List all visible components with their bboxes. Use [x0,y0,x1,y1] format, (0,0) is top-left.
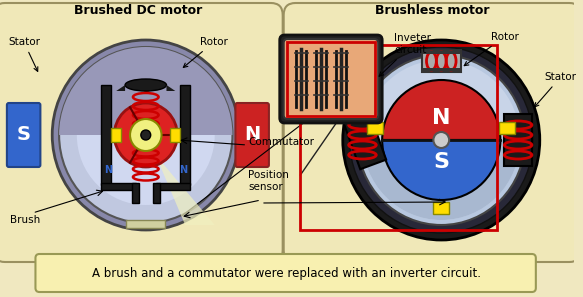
Text: Position
sensor: Position sensor [248,170,289,192]
Wedge shape [382,80,500,140]
FancyBboxPatch shape [280,35,382,123]
FancyBboxPatch shape [236,103,269,167]
Bar [422,51,461,54]
Circle shape [52,40,240,230]
Polygon shape [116,85,125,91]
Circle shape [77,65,215,205]
Text: N: N [179,165,187,175]
Text: N: N [244,126,260,145]
Circle shape [130,119,161,151]
Circle shape [350,47,533,233]
FancyBboxPatch shape [284,39,378,119]
Bar [180,85,190,185]
Text: Commutator: Commutator [248,137,314,147]
Polygon shape [167,85,175,91]
Bar [300,45,497,230]
Wedge shape [382,140,500,200]
Text: S: S [433,152,449,172]
Bar [156,183,190,190]
Circle shape [433,132,449,148]
Ellipse shape [125,79,167,91]
Bar [343,111,386,169]
Text: Brushless motor: Brushless motor [375,4,490,17]
Bar [126,220,166,228]
Bar [153,183,160,203]
Bar [422,68,461,71]
FancyBboxPatch shape [36,254,536,292]
Bar [433,202,449,214]
Text: N: N [104,165,113,175]
Bar [101,85,111,185]
Circle shape [141,130,150,140]
Bar [422,50,461,72]
FancyBboxPatch shape [0,3,283,262]
Text: Rotor: Rotor [183,37,228,67]
Bar [101,183,136,190]
Wedge shape [363,140,520,220]
Bar [111,128,121,142]
Text: Brushed DC motor: Brushed DC motor [74,4,202,17]
Bar [500,122,515,134]
Bar [504,114,532,166]
Text: A brush and a commutator were replaced with an inverter circuit.: A brush and a commutator were replaced w… [92,266,481,279]
Circle shape [357,55,525,225]
Text: S: S [142,84,150,94]
Text: N: N [432,108,451,128]
Bar [170,128,180,142]
Text: Stator: Stator [8,37,40,71]
FancyBboxPatch shape [284,3,581,262]
Bar [287,42,375,116]
Circle shape [114,103,177,167]
Polygon shape [156,155,215,225]
Circle shape [343,40,540,240]
Text: Inveter
circuit: Inveter circuit [379,33,431,76]
Text: Rotor: Rotor [464,32,518,66]
Bar [367,122,383,134]
Wedge shape [59,47,233,135]
Bar [132,183,139,203]
Text: Stator: Stator [535,72,577,107]
Text: S: S [17,126,31,145]
Circle shape [59,47,233,223]
Circle shape [363,60,520,220]
FancyBboxPatch shape [7,103,40,167]
Text: Brush: Brush [10,215,40,225]
